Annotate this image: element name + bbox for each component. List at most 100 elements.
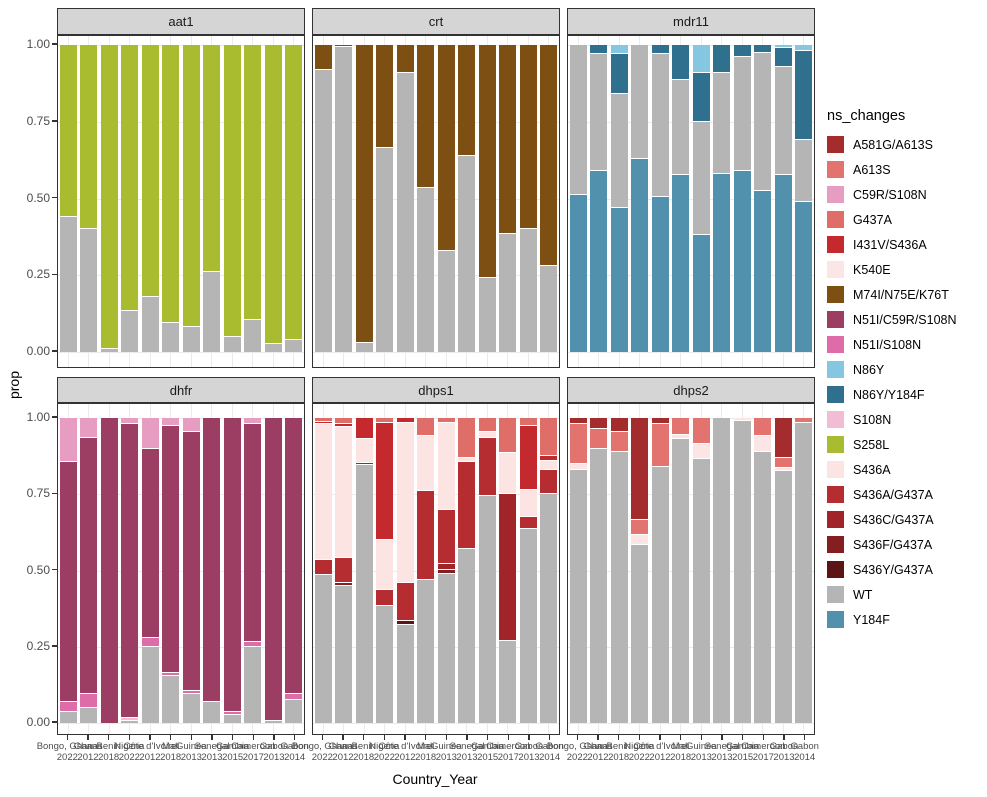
gridline-h bbox=[568, 121, 814, 123]
bar-segment bbox=[610, 45, 628, 55]
x-tick-mark bbox=[597, 735, 599, 740]
bar-segment bbox=[314, 424, 332, 560]
stacked-bar bbox=[540, 45, 558, 352]
x-tick-label-year: 2017 bbox=[497, 752, 519, 763]
bar-segment bbox=[733, 421, 751, 723]
facet-strip-mdr11: mdr11 bbox=[567, 8, 815, 35]
bar-segment bbox=[417, 491, 435, 580]
legend-item: N51I/S108N bbox=[827, 336, 985, 353]
bar-segment bbox=[540, 45, 558, 267]
bar-segment bbox=[141, 637, 159, 647]
x-tick-label-year: 2018 bbox=[353, 752, 375, 763]
bar-segment bbox=[754, 45, 772, 53]
bar-segment bbox=[610, 418, 628, 432]
x-tick-label-year: 2017 bbox=[752, 752, 774, 763]
legend-label: N86Y bbox=[853, 362, 885, 377]
bar-segment bbox=[631, 158, 649, 352]
y-tick-label: 0.75 bbox=[26, 113, 50, 128]
bar-segment bbox=[692, 72, 710, 122]
bar-segment bbox=[692, 45, 710, 73]
legend-label: A581G/A613S bbox=[853, 137, 933, 152]
stacked-bar bbox=[713, 418, 731, 723]
x-tick-mark bbox=[762, 735, 765, 740]
bar-segment bbox=[244, 424, 262, 643]
bar-segment bbox=[223, 715, 241, 723]
legend-label: N86Y/Y184F bbox=[853, 387, 925, 402]
bar-segment bbox=[223, 418, 241, 713]
bar-segment bbox=[396, 582, 414, 621]
bar-segment bbox=[335, 583, 353, 586]
bar-segment bbox=[519, 229, 537, 352]
stacked-bar bbox=[203, 45, 221, 352]
bar-segment bbox=[651, 196, 669, 352]
bar-segment bbox=[417, 579, 435, 723]
bar-segment bbox=[141, 448, 159, 638]
bar-segment bbox=[590, 418, 608, 429]
legend-label: A613S bbox=[853, 162, 891, 177]
bar-segment bbox=[610, 54, 628, 95]
legend-item: A613S bbox=[827, 161, 985, 178]
gridline-h bbox=[568, 570, 814, 572]
x-tick-label-year: 2018 bbox=[608, 752, 630, 763]
stacked-bar bbox=[692, 418, 710, 723]
bar-segment bbox=[540, 494, 558, 723]
bar-segment bbox=[182, 694, 200, 723]
x-tick-label-year: 2013 bbox=[435, 752, 457, 763]
bar-segment bbox=[437, 45, 455, 251]
facet-strip-dhfr: dhfr bbox=[57, 377, 305, 403]
stacked-bar bbox=[774, 418, 792, 723]
bar-segment bbox=[80, 707, 98, 723]
bar-segment bbox=[774, 45, 792, 49]
stacked-bar bbox=[285, 45, 303, 352]
facet-strip-aat1: aat1 bbox=[57, 8, 305, 35]
legend-label: S258L bbox=[853, 437, 890, 452]
stacked-bar bbox=[569, 45, 587, 352]
bar-segment bbox=[335, 418, 353, 424]
bar-segment bbox=[774, 457, 792, 469]
stacked-bar bbox=[733, 418, 751, 723]
bar-segment bbox=[335, 427, 353, 559]
x-tick-label-year: 2018 bbox=[160, 752, 182, 763]
bar-segment bbox=[774, 66, 792, 176]
legend-swatch bbox=[827, 161, 844, 178]
bar-segment bbox=[80, 418, 98, 438]
bar-segment bbox=[396, 72, 414, 352]
y-tick-label: 0.75 bbox=[26, 486, 50, 501]
x-tick-mark bbox=[190, 735, 193, 740]
x-tick-mark bbox=[721, 735, 723, 740]
bar-segment bbox=[314, 575, 332, 723]
y-tick-mark bbox=[52, 568, 57, 571]
stacked-bar bbox=[733, 45, 751, 352]
x-tick-label-year: 2015 bbox=[732, 752, 754, 763]
x-tick-mark bbox=[231, 735, 234, 740]
x-tick-label-year: 2022 bbox=[118, 752, 140, 763]
x-tick-mark bbox=[342, 735, 344, 740]
legend-swatch bbox=[827, 536, 844, 553]
legend-item: N86Y/Y184F bbox=[827, 386, 985, 403]
stacked-bar bbox=[396, 45, 414, 352]
gridline-h bbox=[313, 45, 559, 46]
gridline-h bbox=[313, 570, 559, 572]
bar-segment bbox=[774, 471, 792, 723]
bar-segment bbox=[264, 344, 282, 352]
x-tick-mark bbox=[741, 735, 744, 740]
stacked-bar bbox=[631, 45, 649, 352]
bar-segment bbox=[376, 605, 394, 723]
bar-segment bbox=[244, 319, 262, 352]
legend-swatch bbox=[827, 336, 844, 353]
x-tick-label-site: Mali bbox=[161, 741, 180, 752]
legend-label: WT bbox=[853, 587, 873, 602]
legend-label: S436A bbox=[853, 462, 891, 477]
stacked-bar bbox=[610, 45, 628, 352]
x-tick-mark bbox=[659, 735, 661, 740]
legend-item: S436Y/G437A bbox=[827, 561, 985, 578]
x-tick-mark bbox=[803, 735, 806, 740]
gridline-h bbox=[568, 494, 814, 496]
bar-segment bbox=[499, 233, 517, 352]
stacked-bar bbox=[672, 45, 690, 352]
bar-segment bbox=[437, 418, 455, 423]
bar-segment bbox=[713, 173, 731, 352]
x-tick-label-year: 2012 bbox=[587, 752, 609, 763]
stacked-bar bbox=[437, 45, 455, 352]
gridline-h bbox=[58, 646, 304, 648]
